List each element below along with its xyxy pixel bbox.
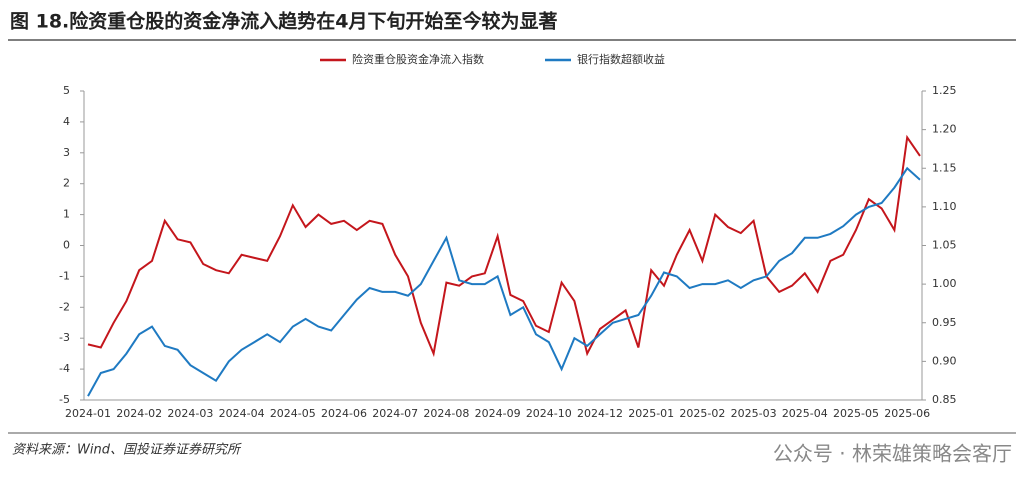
y-tick-label: 0 [63, 239, 70, 252]
x-tick-label: 2025-03 [731, 407, 777, 420]
x-tick-label: 2024-10 [526, 407, 572, 420]
x-tick-label: 2025-02 [679, 407, 725, 420]
x-tick-label: 2024-03 [167, 407, 213, 420]
x-tick-label: 2025-01 [628, 407, 674, 420]
y-tick-label: 5 [63, 84, 70, 97]
x-tick-label: 2024-09 [475, 407, 521, 420]
y-tick-label: -3 [59, 331, 70, 344]
y-tick-label: -4 [59, 362, 70, 375]
x-tick-label: 2024-12 [577, 407, 623, 420]
legend-label: 银行指数超额收益 [577, 52, 665, 66]
y-tick-label: 1 [63, 208, 70, 221]
y-tick-label: -2 [59, 300, 70, 313]
source: 资料来源：Wind、国投证券证券研究所 [12, 442, 242, 458]
y2-tick-label: 1.20 [932, 123, 957, 136]
y2-tick-label: 1.10 [932, 200, 957, 213]
y2-tick-label: 0.85 [932, 393, 957, 406]
y2-tick-label: 0.95 [932, 316, 957, 329]
y-tick-label: 3 [63, 146, 70, 159]
x-tick-label: 2025-04 [782, 407, 828, 420]
y-tick-label: -5 [59, 393, 70, 406]
x-tick-label: 2024-08 [423, 407, 469, 420]
y-tick-label: 2 [63, 177, 70, 190]
x-tick-label: 2024-01 [65, 407, 111, 420]
y2-tick-label: 1.15 [932, 161, 957, 174]
y-tick-label: -1 [59, 269, 70, 282]
x-tick-label: 2024-02 [116, 407, 162, 420]
watermark: 公众号 · 林荣雄策略会客厅 [773, 442, 1012, 466]
y2-tick-label: 0.90 [932, 354, 957, 367]
x-tick-label: 2024-06 [321, 407, 367, 420]
x-tick-label: 2025-06 [884, 407, 930, 420]
y2-tick-label: 1.00 [932, 277, 957, 290]
y-tick-label: 4 [63, 115, 70, 128]
chart-title: 图 18.险资重仓股的资金净流入趋势在4月下旬开始至今较为显著 [10, 10, 558, 33]
y2-tick-label: 1.05 [932, 239, 957, 252]
y2-tick-label: 1.25 [932, 84, 957, 97]
x-tick-label: 2024-07 [372, 407, 418, 420]
data-line [87, 166, 921, 397]
legend-label: 险资重仓股资金净流入指数 [352, 52, 484, 66]
data-line [87, 134, 921, 358]
x-tick-label: 2024-04 [219, 407, 265, 420]
x-tick-label: 2024-05 [270, 407, 316, 420]
x-tick-label: 2025-05 [833, 407, 879, 420]
